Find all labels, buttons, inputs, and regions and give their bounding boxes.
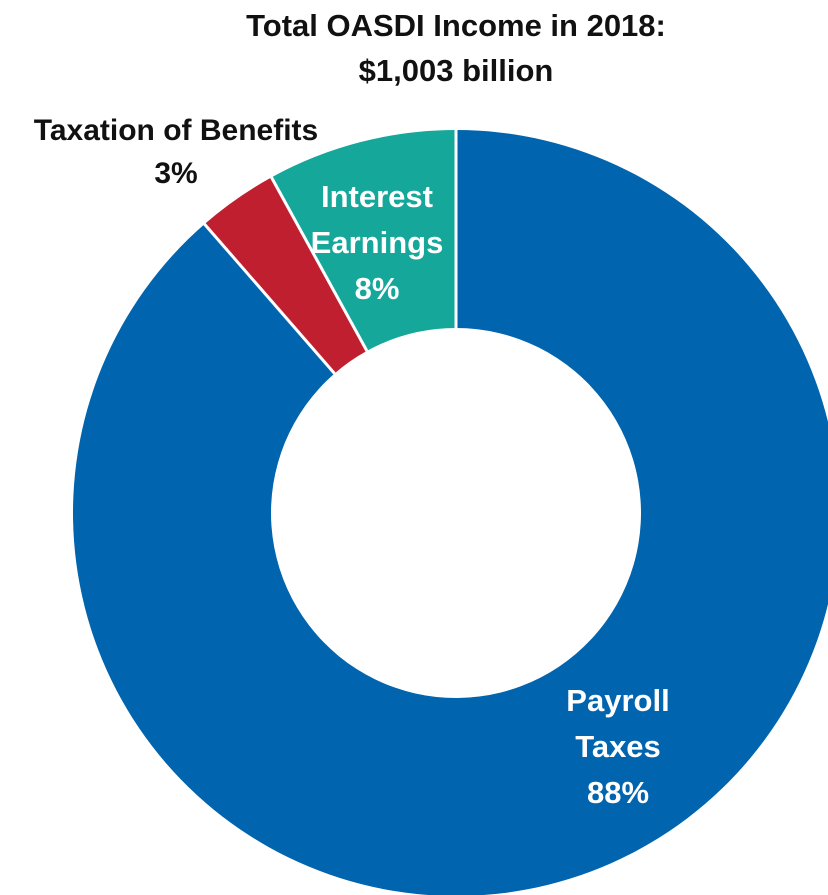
chart-title-line-2: $1,003 billion (359, 53, 554, 88)
slice-label-payroll-line-2: Taxes (575, 729, 661, 764)
separator-taxation (202, 221, 336, 375)
slice-percent-payroll: 88% (587, 775, 649, 810)
slice-label-interest-line-1: Interest (321, 179, 433, 214)
slice-separators (202, 128, 458, 375)
slice-percent-interest: 8% (355, 271, 400, 306)
donut-slices (73, 130, 828, 895)
slice-taxation (204, 177, 367, 374)
slice-percent-taxation-of-benefits: 3% (154, 157, 197, 190)
slice-label-interest-line-2: Earnings (311, 225, 444, 260)
slice-interest (271, 130, 456, 351)
chart-title-line-1: Total OASDI Income in 2018: (246, 8, 666, 43)
separator-interest (269, 174, 369, 352)
slice-label-payroll-line-1: Payroll (566, 683, 669, 718)
slice-label-taxation-of-benefits: Taxation of Benefits (34, 114, 318, 147)
slice-payroll (73, 130, 828, 895)
